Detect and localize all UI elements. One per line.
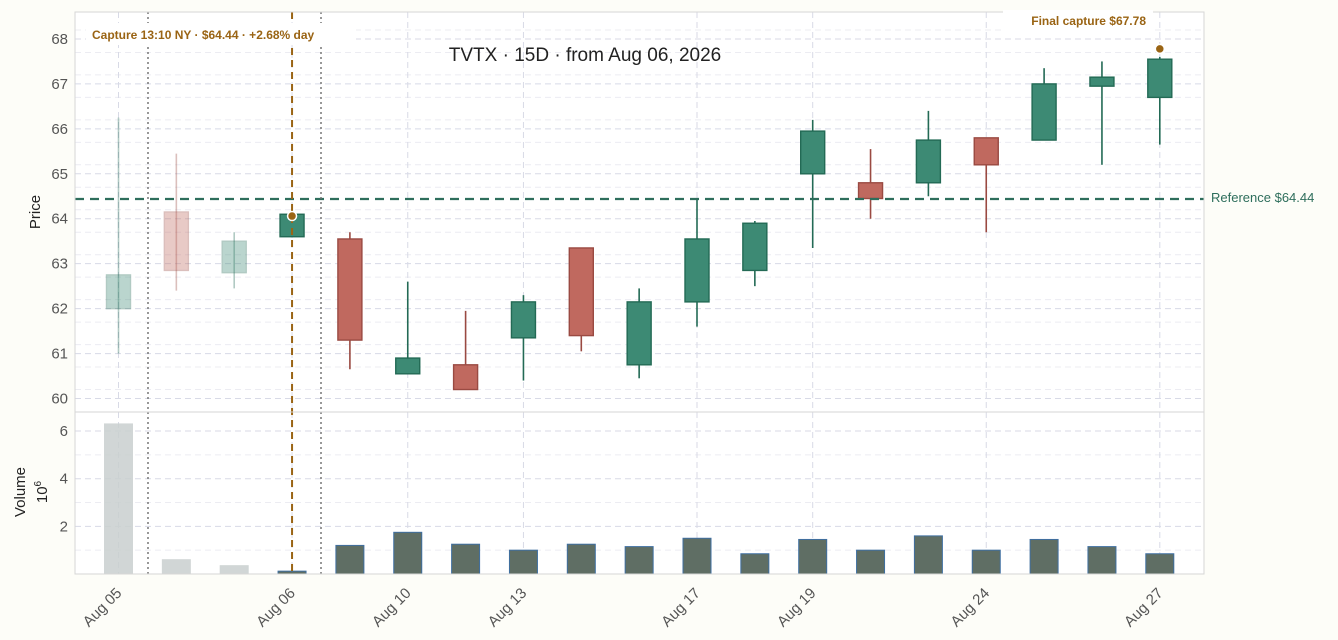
volume-tick-label: 6 — [60, 423, 68, 440]
price-y-ticks: 60 61 62 63 64 65 66 67 68 — [51, 31, 68, 408]
volume-unit-label: 106 — [33, 480, 51, 503]
candle-body — [1089, 76, 1115, 87]
candle-body — [973, 137, 999, 166]
volume-bar — [740, 553, 770, 575]
volume-bar — [335, 544, 365, 575]
volume-bar — [624, 546, 654, 575]
x-tick-label: Aug 05 — [80, 585, 126, 631]
capture-marker — [286, 210, 298, 222]
volume-bar — [104, 423, 133, 575]
x-tick-label: Aug 13 — [485, 585, 531, 631]
volume-bar — [1145, 553, 1175, 575]
price-axis-label: Price — [27, 195, 44, 229]
candle-body — [568, 247, 594, 337]
volume-bar — [566, 543, 596, 575]
x-tick-label: Aug 24 — [947, 585, 993, 631]
final-capture-marker — [1154, 43, 1166, 55]
price-tick-label: 62 — [51, 301, 68, 318]
price-tick-label: 63 — [51, 256, 68, 273]
candle-body — [337, 238, 363, 341]
volume-bars — [104, 423, 1175, 575]
candle-body — [163, 211, 190, 272]
candle-body — [800, 130, 826, 175]
volume-bar — [1029, 538, 1059, 575]
final-label-box — [1003, 10, 1153, 32]
x-ticks: Aug 05 Aug 06 Aug 10 Aug 13 Aug 17 Aug 19 Aug … — [80, 585, 1167, 631]
x-tick-label: Aug 19 — [774, 585, 820, 631]
volume-bar — [219, 565, 249, 575]
candle-body — [915, 139, 942, 184]
candle-body — [1147, 58, 1173, 99]
volume-bar — [856, 549, 886, 575]
candle-body — [684, 238, 710, 303]
volume-frame — [74, 411, 1205, 575]
capture-label-box — [86, 23, 356, 45]
volume-bar — [451, 543, 481, 575]
candle-body — [221, 240, 247, 274]
volume-bar — [913, 535, 943, 575]
x-tick-label: Aug 27 — [1121, 585, 1167, 631]
volume-bar — [682, 537, 712, 575]
price-tick-label: 67 — [51, 76, 68, 93]
candle-body — [742, 222, 768, 272]
price-tick-label: 68 — [51, 31, 68, 48]
pre-window-shade — [76, 196, 280, 201]
x-tick-label: Aug 10 — [369, 585, 415, 631]
final-capture-label: Final capture $67.78 — [1031, 14, 1146, 28]
volume-bar — [971, 549, 1001, 575]
reference-label: Reference $64.44 — [1211, 190, 1314, 205]
reference-fade — [76, 196, 280, 201]
price-tick-label: 61 — [51, 346, 68, 363]
volume-bar — [161, 559, 191, 575]
price-tick-label: 66 — [51, 121, 68, 138]
x-tick-label: Aug 17 — [658, 585, 704, 631]
candles — [105, 56, 1173, 391]
candle-body — [857, 182, 884, 200]
x-tick-label: Aug 06 — [253, 585, 299, 631]
candle-body — [105, 274, 132, 310]
candle-body — [510, 301, 537, 339]
volume-tick-label: 4 — [60, 471, 68, 488]
price-tick-label: 64 — [51, 211, 68, 228]
price-tick-label: 60 — [51, 391, 68, 408]
volume-bar — [798, 538, 828, 575]
volume-bar — [393, 531, 423, 575]
volume-axis-label: Volume — [12, 467, 29, 517]
volume-bar — [508, 549, 538, 575]
volume-y-ticks: 2 4 6 — [60, 423, 68, 535]
price-tick-label: 65 — [51, 166, 68, 183]
candle-body — [1031, 83, 1057, 141]
candle-body — [626, 301, 652, 366]
chart-title: TVTX · 15D · from Aug 06, 2026 — [449, 45, 721, 66]
candle-body — [395, 357, 421, 375]
overlays — [75, 12, 1204, 574]
candle-body — [452, 364, 479, 391]
capture-label: Capture 13:10 NY · $64.44 · +2.68% day — [92, 28, 315, 42]
volume-tick-label: 2 — [60, 518, 68, 535]
volume-bar — [1087, 546, 1117, 575]
